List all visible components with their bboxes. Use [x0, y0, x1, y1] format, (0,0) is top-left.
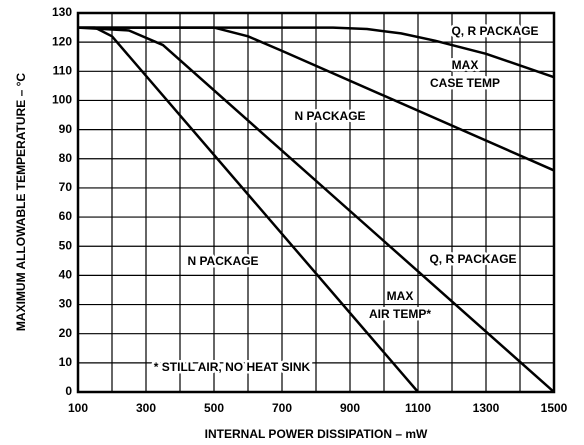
x-tick-label: 100 [68, 401, 88, 415]
x-tick-label: 1500 [541, 401, 568, 415]
annotation: * STILL AIR, NO HEAT SINK [154, 360, 311, 374]
y-tick-label: 50 [59, 238, 73, 252]
y-axis-label: MAXIMUM ALLOWABLE TEMPERATURE – °C [14, 73, 28, 331]
y-tick-label: 120 [52, 34, 72, 48]
y-tick-label: 70 [59, 180, 73, 194]
x-tick-label: 900 [340, 401, 360, 415]
x-tick-label: 700 [272, 401, 292, 415]
x-tick-label: 1100 [405, 401, 431, 415]
y-tick-label: 100 [52, 93, 72, 107]
derating-curve [77, 26, 555, 393]
y-tick-label: 130 [52, 5, 72, 19]
annotation: Q, R PACKAGE [451, 24, 538, 38]
y-tick-label: 60 [59, 209, 73, 223]
y-tick-label: 40 [59, 268, 73, 282]
x-axis-label: INTERNAL POWER DISSIPATION – mW [205, 427, 428, 441]
y-tick-label: 20 [59, 326, 73, 340]
y-tick-label: 110 [53, 63, 73, 77]
x-tick-label: 300 [136, 401, 156, 415]
annotation: CASE TEMP [430, 76, 500, 90]
derating-curve [78, 26, 419, 393]
annotation: N PACKAGE [294, 109, 365, 123]
y-tick-label: 0 [65, 384, 72, 398]
y-tick-label: 90 [59, 122, 73, 136]
annotation: N PACKAGE [187, 254, 258, 268]
annotation: MAX [387, 289, 414, 303]
annotation: AIR TEMP* [369, 307, 431, 321]
annotation: Q, R PACKAGE [429, 252, 516, 266]
derating-curve [78, 26, 555, 172]
x-tick-label: 500 [204, 401, 224, 415]
y-tick-label: 10 [59, 355, 73, 369]
annotation: MAX [452, 58, 479, 72]
derating-curve [78, 26, 555, 79]
y-tick-label: 80 [59, 151, 73, 165]
x-tick-label: 1300 [473, 401, 500, 415]
plot-frame [76, 11, 556, 394]
y-tick-label: 30 [59, 297, 73, 311]
